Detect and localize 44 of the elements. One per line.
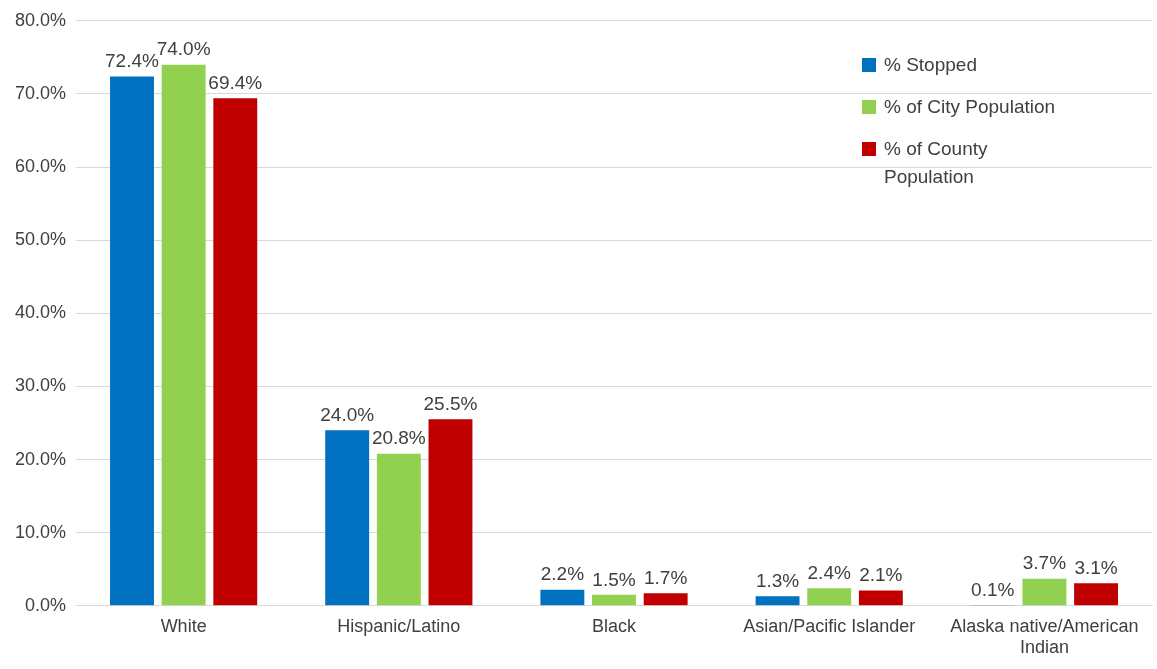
x-tick-label: Black [592, 615, 638, 636]
data-label: 1.5% [592, 568, 636, 590]
bar [755, 596, 800, 606]
data-label: 1.7% [644, 567, 688, 589]
x-tick-label: Asian/Pacific Islander [743, 615, 916, 636]
data-label: 2.2% [540, 563, 585, 585]
data-label: 1.3% [755, 570, 800, 592]
y-tick-label: 40.0% [14, 302, 67, 323]
bar [161, 64, 206, 606]
legend-label: % of County Population [884, 136, 989, 189]
data-label: 69.4% [208, 72, 263, 94]
y-tick-label: 20.0% [14, 448, 67, 469]
data-label: 25.5% [423, 393, 478, 415]
data-label: 3.7% [1022, 552, 1067, 574]
bar [428, 419, 473, 606]
bar [1022, 578, 1067, 606]
bar [807, 588, 852, 606]
legend-label: % of City Population [884, 94, 1056, 119]
bar [643, 593, 688, 606]
data-label: 2.4% [807, 561, 851, 583]
y-tick-label: 60.0% [14, 156, 67, 177]
bar [540, 589, 585, 606]
data-label: 3.1% [1074, 556, 1118, 578]
bar [1074, 583, 1118, 606]
bar [110, 76, 154, 606]
bar [325, 430, 370, 606]
bar [376, 453, 421, 606]
x-tick-label: Alaska native/American Indian [950, 615, 1139, 658]
data-label: 20.8% [371, 427, 426, 449]
bar [858, 590, 903, 606]
y-tick-label: 80.0% [14, 9, 67, 30]
data-label: 24.0% [320, 404, 375, 426]
bar [213, 98, 258, 606]
legend-label: % Stopped [884, 52, 977, 77]
y-tick-label: 30.0% [14, 375, 67, 396]
data-label: 2.1% [859, 564, 903, 586]
x-tick-label: White [160, 615, 207, 636]
y-tick-label: 10.0% [14, 521, 67, 542]
y-tick-label: 0.0% [25, 594, 67, 615]
x-tick-label: Hispanic/Latino [337, 615, 461, 636]
y-tick-label: 70.0% [14, 82, 67, 103]
data-label: 0.1% [971, 578, 1015, 600]
bar [592, 594, 636, 606]
y-tick-label: 50.0% [14, 229, 67, 250]
